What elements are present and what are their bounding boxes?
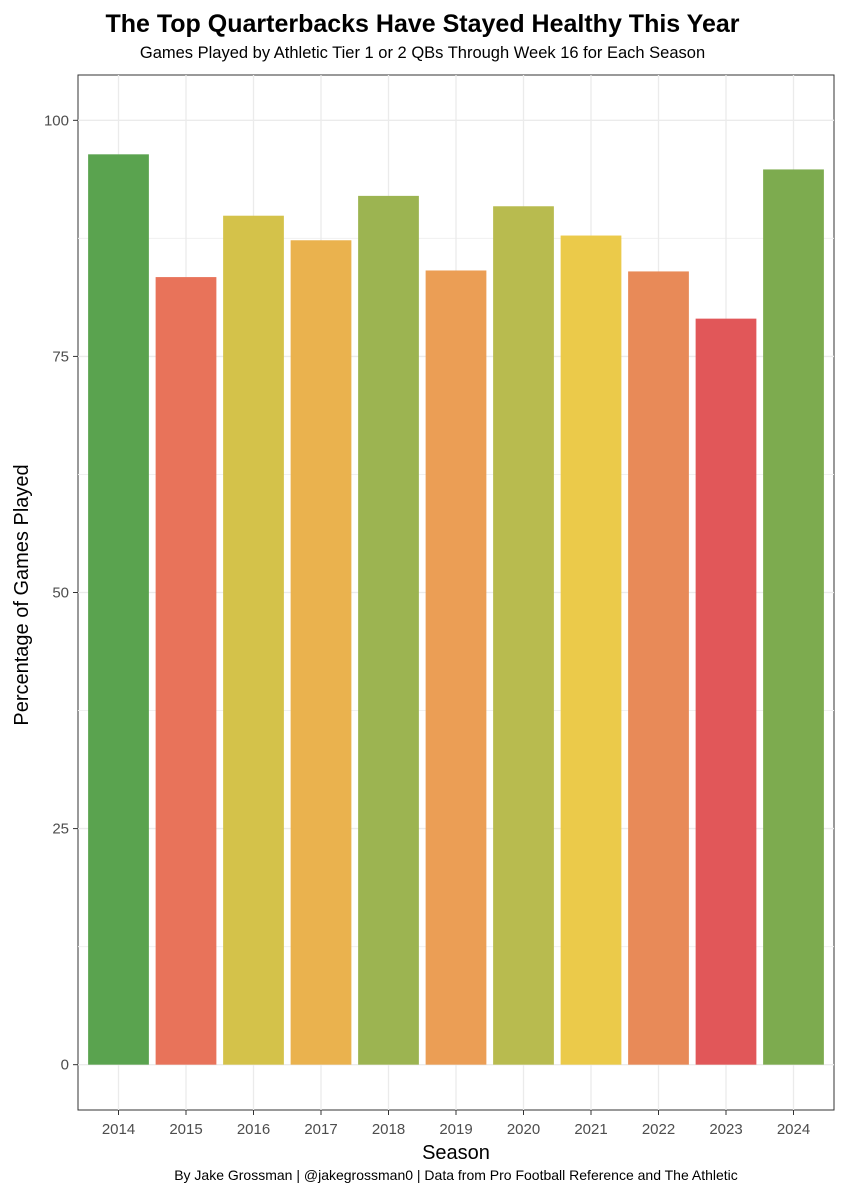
y-tick-label: 75 [52,348,69,365]
y-tick-label: 0 [61,1057,69,1074]
bar-2016 [223,215,284,1065]
x-tick-label: 2021 [574,1121,607,1138]
x-tick-label: 2014 [102,1121,135,1138]
x-tick-label: 2020 [507,1121,540,1138]
x-tick-label: 2016 [237,1121,270,1138]
x-tick-label: 2022 [642,1121,675,1138]
x-axis: 2014 2015 2016 2017 2018 2019 2020 2021 2022 2023… [102,1110,810,1138]
bar-2019 [425,270,487,1065]
x-tick-label: 2024 [777,1121,810,1138]
x-tick-label: 2018 [372,1121,405,1138]
x-tick-label: 2017 [304,1121,337,1138]
bar-2020 [493,206,554,1065]
y-axis: 0 25 50 75 100 [44,112,78,1074]
y-tick-label: 100 [44,112,69,129]
x-tick-label: 2015 [169,1121,202,1138]
x-tick-label: 2019 [439,1121,472,1138]
chart-subtitle: Games Played by Athletic Tier 1 or 2 QBs… [139,44,706,62]
bar-2022 [628,271,689,1065]
bar-2021 [560,235,622,1065]
y-axis-title: Percentage of Games Played [11,464,33,725]
bar-2018 [358,195,419,1065]
x-tick-label: 2023 [709,1121,742,1138]
x-axis-title: Season [422,1142,490,1164]
chart-title: The Top Quarterbacks Have Stayed Healthy… [105,10,740,38]
bar-2024 [763,169,824,1065]
chart-caption: By Jake Grossman | @jakegrossman0 | Data… [174,1167,738,1183]
bar-2023 [695,318,757,1065]
bar-2015 [155,277,217,1065]
bar-2014 [88,154,149,1065]
y-tick-label: 25 [52,821,69,838]
bars [88,154,824,1065]
y-tick-label: 50 [52,585,69,602]
bar-2017 [290,240,352,1065]
